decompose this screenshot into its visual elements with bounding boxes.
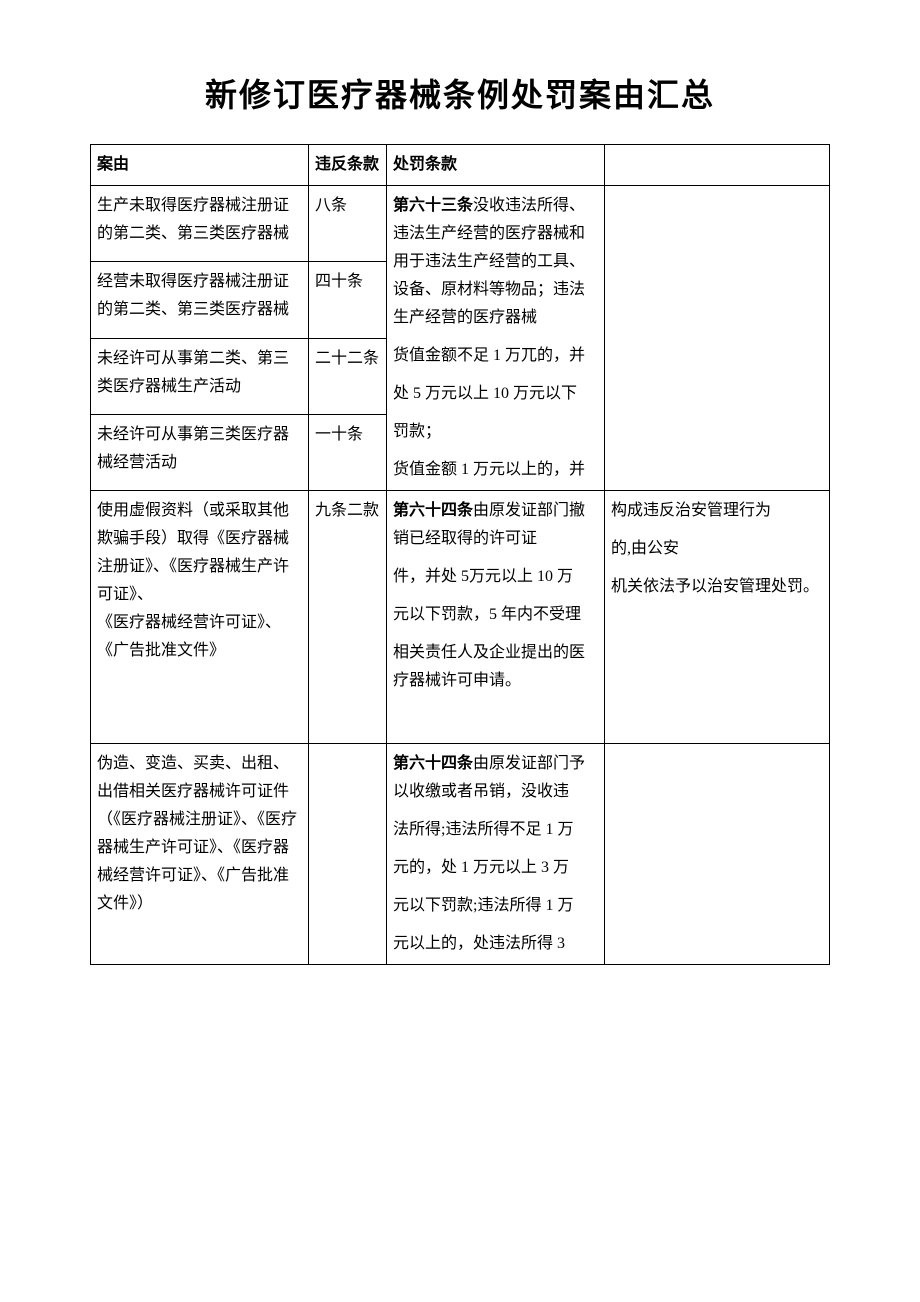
penalty-text: 件，并处 5万元以上 10 万 (393, 563, 600, 591)
header-penalty: 处罚条款 (387, 145, 605, 186)
cell-violated (309, 744, 387, 965)
table-header-row: 案由 违反条款 处罚条款 (91, 145, 830, 186)
cell-case: 生产未取得医疗器械注册证的第二类、第三类医疗器械 (91, 186, 309, 262)
note-text: 构成违反治安管理行为 (611, 497, 825, 525)
header-note (605, 145, 830, 186)
cell-note (605, 186, 830, 491)
penalty-text: 第六十四条由原发证部门撤销已经取得的许可证 (393, 497, 600, 553)
penalty-text: 元以下罚款，5 年内不受理 (393, 601, 600, 629)
cell-violated: 九条二款 (309, 491, 387, 744)
penalty-text: 第六十三条没收违法所得、违法生产经营的医疗器械和用于违法生产经营的工具、设备、原… (393, 192, 600, 332)
penalty-text: 货值金额 1 万元以上的，并 (393, 456, 600, 484)
cell-case: 未经许可从事第二类、第三类医疗器械生产活动 (91, 338, 309, 414)
cell-case: 使用虚假资料（或采取其他欺骗手段）取得《医疗器械注册证》、《医疗器械生产许可证》… (91, 491, 309, 744)
note-text: 的,由公安 (611, 535, 825, 563)
document-page: 新修订医疗器械条例处罚案由汇总 案由 违反条款 处罚条款 生产未取得医疗器械注册… (0, 0, 920, 1302)
cell-violated: 八条 (309, 186, 387, 262)
penalty-text: 元以下罚款;违法所得 1 万 (393, 892, 600, 920)
penalty-text: 相关责任人及企业提出的医疗器械许可申请。 (393, 639, 600, 695)
penalty-text: 第六十四条由原发证部门予以收缴或者吊销，没收违 (393, 750, 600, 806)
cell-case: 未经许可从事第三类医疗器械经营活动 (91, 414, 309, 490)
table-row: 伪造、变造、买卖、出租、出借相关医疗器械许可证件（《医疗器械注册证》、《医疗器械… (91, 744, 830, 965)
penalty-text: 元的，处 1 万元以上 3 万 (393, 854, 600, 882)
summary-table: 案由 违反条款 处罚条款 生产未取得医疗器械注册证的第二类、第三类医疗器械 八条… (90, 144, 830, 965)
cell-violated: 四十条 (309, 262, 387, 338)
penalty-text: 货值金额不足 1 万兀的，并 (393, 342, 600, 370)
page-title: 新修订医疗器械条例处罚案由汇总 (90, 70, 830, 116)
penalty-body: 没收违法所得、违法生产经营的医疗器械和用于违法生产经营的工具、设备、原材料等物品… (393, 197, 585, 326)
penalty-text: 处 5 万元以上 10 万元以下 (393, 380, 600, 408)
article-lead: 第六十三条 (393, 197, 473, 214)
penalty-text: 法所得;违法所得不足 1 万 (393, 816, 600, 844)
cell-case: 伪造、变造、买卖、出租、出借相关医疗器械许可证件（《医疗器械注册证》、《医疗器械… (91, 744, 309, 965)
case-text: 使用虚假资料（或采取其他欺骗手段）取得《医疗器械注册证》、《医疗器械生产许可证》… (97, 497, 304, 609)
cell-note: 构成违反治安管理行为 的,由公安 机关依法予以治安管理处罚。 (605, 491, 830, 744)
cell-penalty: 第六十四条由原发证部门予以收缴或者吊销，没收违 法所得;违法所得不足 1 万 元… (387, 744, 605, 965)
cell-violated: 一十条 (309, 414, 387, 490)
header-case: 案由 (91, 145, 309, 186)
note-text: 机关依法予以治安管理处罚。 (611, 573, 825, 601)
header-violated: 违反条款 (309, 145, 387, 186)
table-row: 使用虚假资料（或采取其他欺骗手段）取得《医疗器械注册证》、《医疗器械生产许可证》… (91, 491, 830, 744)
cell-case: 经营未取得医疗器械注册证的第二类、第三类医疗器械 (91, 262, 309, 338)
penalty-text: 罚款； (393, 418, 600, 446)
cell-penalty: 第六十四条由原发证部门撤销已经取得的许可证 件，并处 5万元以上 10 万 元以… (387, 491, 605, 744)
article-lead: 第六十四条 (393, 502, 473, 519)
cell-note (605, 744, 830, 965)
cell-penalty: 第六十三条没收违法所得、违法生产经营的医疗器械和用于违法生产经营的工具、设备、原… (387, 186, 605, 491)
article-lead: 第六十四条 (393, 755, 473, 772)
case-text: 《医疗器械经营许可证》、《广告批准文件》 (97, 609, 304, 665)
table-row: 生产未取得医疗器械注册证的第二类、第三类医疗器械 八条 第六十三条没收违法所得、… (91, 186, 830, 262)
cell-violated: 二十二条 (309, 338, 387, 414)
penalty-text: 元以上的，处违法所得 3 (393, 930, 600, 958)
